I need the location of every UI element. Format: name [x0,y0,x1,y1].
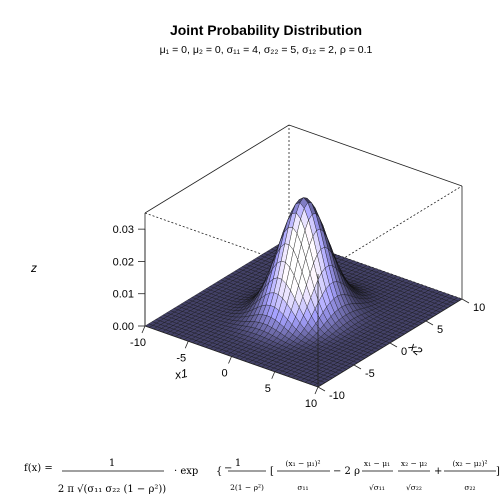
z-tick-label: 0.03 [113,224,134,236]
formula-denominator: 2 π √(σ₁₁ σ₂₂ (1 − ρ²)) [58,484,166,495]
y-tick-label: -10 [329,390,345,402]
density-formula: f(x) = 1 2 π √(σ₁₁ σ₂₂ (1 − ρ²)) · exp {… [24,458,500,495]
y-tick-mark [425,320,434,326]
y-tick-label: -5 [365,368,375,380]
formula-t2b-num: x₂ − μ₂ [401,459,427,468]
y-tick-label: 0 [401,346,407,358]
formula-t3-num: (x₂ − μ₂)² [452,459,487,468]
formula-one: 1 [109,458,115,469]
axes: -10 -5 0 5 10 -10 -5 0 5 10 0.00 0.01 0.02 0.03 [113,224,486,410]
y-tick-mark [353,364,362,370]
z-tick-label: 0.02 [113,256,134,268]
box-edge [144,124,290,214]
formula-bracket-open: [ [270,466,274,477]
formula-minus: − 2 ρ [333,466,360,477]
formula-lhs: f(x) = [24,463,53,474]
y-tick-label: 5 [437,324,443,336]
x-tick-mark [314,386,319,395]
formula-bracket-close: ] [496,466,500,477]
x-tick-label: 10 [305,398,317,410]
formula-t2a-num: x₁ − μ₁ [364,459,390,468]
formula-coef-den: 2(1 − ρ²) [230,483,264,492]
y-tick-label: 10 [473,302,485,314]
formula-neg: − [224,463,232,474]
y-axis-label: x2 [406,339,426,359]
formula-brace: { [216,466,222,477]
formula-exp: · exp [174,466,198,477]
formula-coef-num: 1 [235,458,241,469]
surface-mesh [144,197,463,388]
x-tick-mark [228,356,232,364]
formula-plus: + [434,466,442,477]
x-tick-label: -5 [176,352,186,364]
formula-t2a-den: √σ₁₁ [369,483,385,492]
x-tick-label: -10 [130,337,146,349]
z-axis-label: z [30,261,37,275]
x-tick-label: 0 [221,368,227,380]
formula-t1-den: σ₁₁ [297,483,308,492]
chart-title: Joint Probability Distribution [170,22,362,38]
formula-t3-den: σ₂₂ [464,483,475,492]
box-edge [288,124,463,187]
x-tick-mark [184,341,189,349]
y-tick-mark [461,298,470,304]
formula-t2b-den: √σ₂₂ [406,483,422,492]
chart-subtitle: μ₁ = 0, μ₂ = 0, σ₁₁ = 4, σ₂₂ = 5, σ₁₂ = … [160,44,373,56]
x-axis-label: x1 [173,366,189,382]
x-tick-mark [271,371,276,379]
z-tick-label: 0.00 [113,321,134,333]
formula-t1-num: (x₁ − μ₁)² [285,459,320,468]
y-tick-mark [389,342,398,348]
x-tick-mark [141,325,146,334]
y-tick-mark [317,386,326,392]
x-tick-label: 5 [265,383,271,395]
z-tick-label: 0.01 [113,289,134,301]
